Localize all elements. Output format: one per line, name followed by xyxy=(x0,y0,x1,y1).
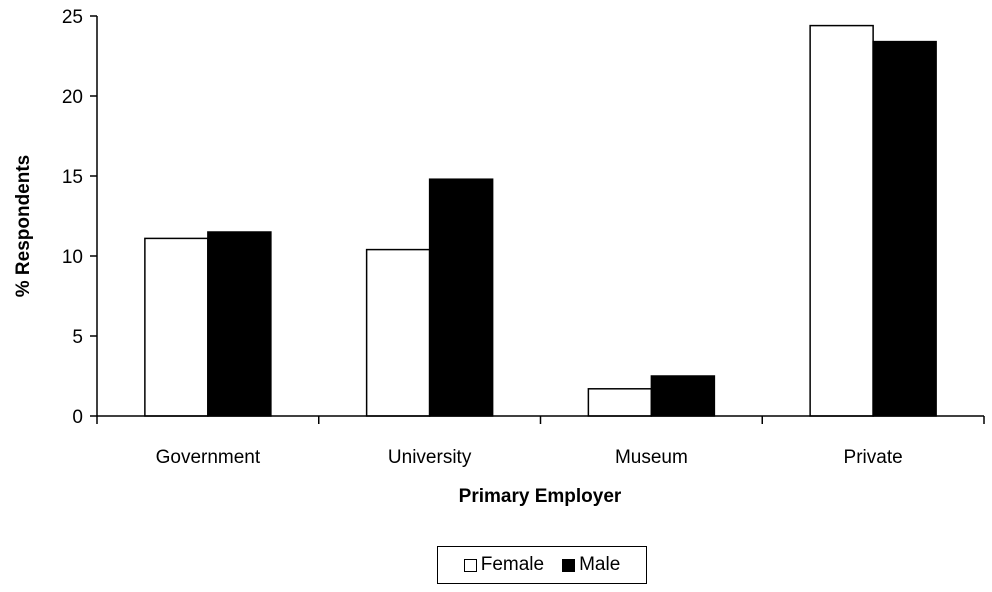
legend-swatch-female xyxy=(463,558,477,572)
y-tick-label: 25 xyxy=(62,7,83,28)
x-tick-label: University xyxy=(388,447,472,468)
y-tick-label: 0 xyxy=(72,407,83,428)
axes-group xyxy=(90,15,985,424)
x-axis-title: Primary Employer xyxy=(459,486,622,507)
bar-female-government xyxy=(144,237,209,417)
legend-label-female: Female xyxy=(480,554,545,575)
bar-male-museum xyxy=(650,375,716,417)
tick-labels-group: 0 5 10 15 20 25 Government University Museum Priv… xyxy=(62,7,903,468)
bar-female-museum xyxy=(587,388,653,417)
legend-label-male: Male xyxy=(579,554,621,575)
bar-female-university xyxy=(365,248,431,417)
y-axis-title: % Respondents xyxy=(13,155,34,298)
bar-female-private xyxy=(809,24,874,417)
bar-male-government xyxy=(207,231,272,417)
bar-male-university xyxy=(428,178,494,417)
legend-swatch-male xyxy=(562,558,576,572)
bars-group xyxy=(144,24,937,417)
x-tick-label: Museum xyxy=(615,447,688,468)
y-tick-label: 15 xyxy=(62,167,83,188)
x-tick-label: Government xyxy=(156,447,261,468)
legend-item-male: Male xyxy=(562,554,620,576)
y-tick-label: 20 xyxy=(62,87,83,108)
legend: Female Male xyxy=(437,546,647,584)
x-tick-label: Private xyxy=(844,447,903,468)
bar-male-private xyxy=(872,40,937,417)
y-tick-label: 5 xyxy=(72,327,83,348)
legend-item-female: Female xyxy=(463,554,545,576)
y-tick-label: 10 xyxy=(62,247,83,268)
bar-chart: 0 5 10 15 20 25 Government University Museum Priv… xyxy=(13,7,985,507)
